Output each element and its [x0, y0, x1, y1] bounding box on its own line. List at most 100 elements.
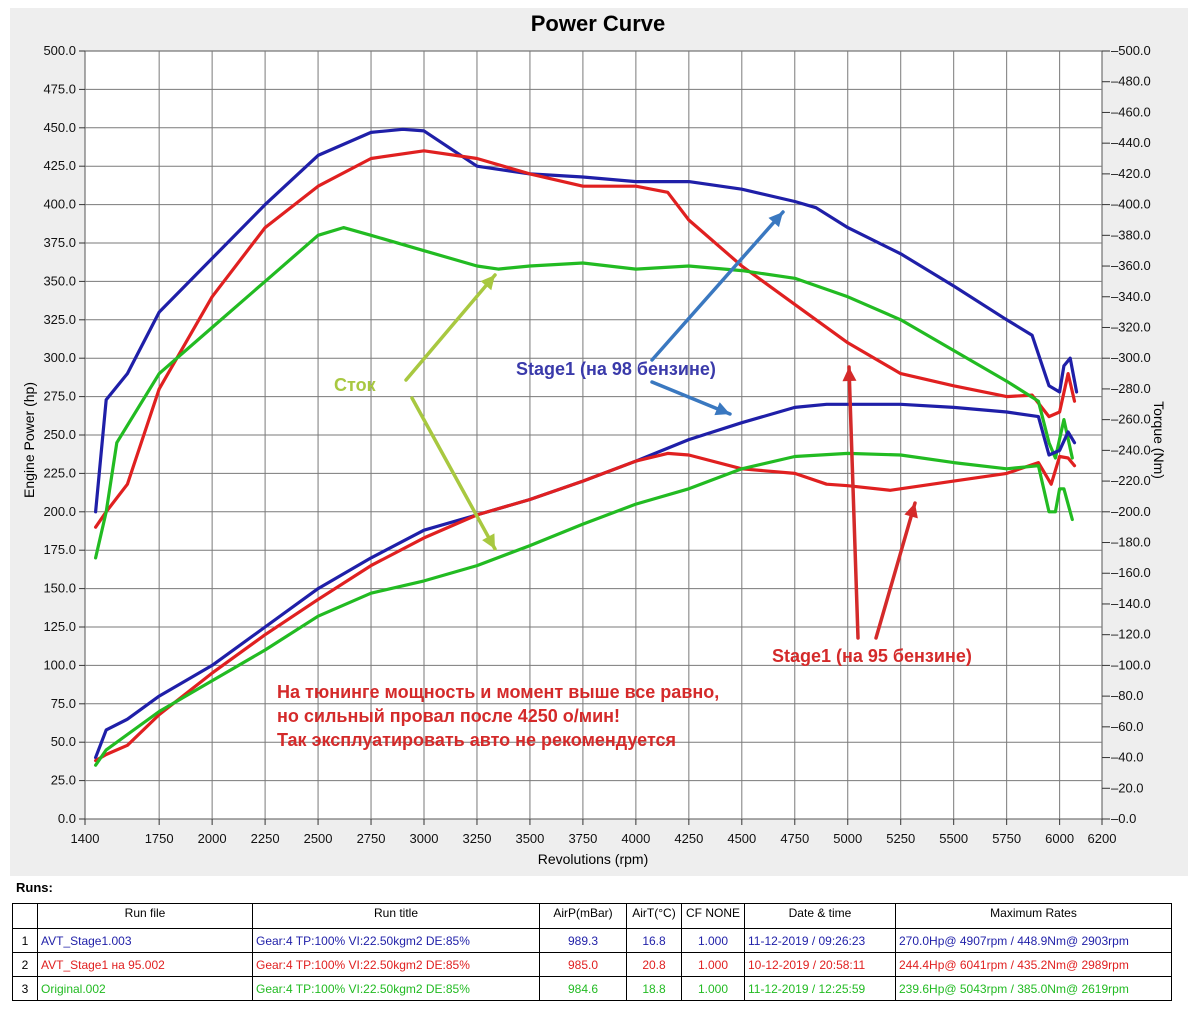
- cf-cell: 1.000: [681, 952, 745, 977]
- stock-arrow-down-shaft: [410, 396, 497, 551]
- stock-arrow-down-head: [482, 533, 495, 549]
- y-axis-label-left: Engine Power (hp): [21, 382, 37, 498]
- header-max-rates: Maximum Rates: [895, 903, 1172, 929]
- y-right-tick-label: –340.0: [1111, 289, 1151, 304]
- y-right-tick-label: –240.0: [1111, 442, 1151, 457]
- airt-cell: 16.8: [626, 928, 682, 953]
- y-right-tick-label: –140.0: [1111, 596, 1151, 611]
- y-left-tick-label: 500.0: [43, 43, 76, 58]
- y-right-tick-label: –300.0: [1111, 350, 1151, 365]
- run-title-cell: Gear:4 TP:100% VI:22.50kgm2 DE:85%: [252, 976, 540, 1001]
- x-axis-label: Revolutions (rpm): [538, 851, 648, 867]
- y-left-tick-label: 350.0: [43, 273, 76, 288]
- header-airt: AirT(°C): [626, 903, 682, 929]
- y-right-tick-label: –160.0: [1111, 565, 1151, 580]
- stage95-arrow-right-shaft: [874, 501, 917, 640]
- chart-title: Power Curve: [531, 11, 666, 36]
- y-right-tick-label: –460.0: [1111, 104, 1151, 119]
- x-tick-label: 2250: [251, 831, 280, 846]
- axis-ticks: 1400 1750 2000 2250 2500 2750 3000 3250 3500 3750…: [43, 43, 1150, 846]
- annotation-note-line1: На тюнинге мощность и момент выше все ра…: [277, 682, 719, 702]
- x-tick-label: 3500: [515, 831, 544, 846]
- annotation-note-line3: Так эксплуатировать авто не рекомендуетс…: [277, 730, 676, 750]
- x-tick-label: 4000: [621, 831, 650, 846]
- y-left-tick-label: 200.0: [43, 504, 76, 519]
- y-right-tick-label: –200.0: [1111, 504, 1151, 519]
- airt-cell: 20.8: [626, 952, 682, 977]
- cf-cell: 1.000: [681, 928, 745, 953]
- airp-cell: 984.6: [539, 976, 627, 1001]
- y-right-tick-label: –380.0: [1111, 227, 1151, 242]
- y-right-tick-label: –440.0: [1111, 135, 1151, 150]
- date-cell: 11-12-2019 / 12:25:59: [744, 976, 896, 1001]
- series-line-6: [94, 451, 1074, 767]
- runs-heading: Runs:: [16, 880, 53, 895]
- y-right-tick-label: –420.0: [1111, 166, 1151, 181]
- x-tick-label: 3250: [463, 831, 492, 846]
- y-right-tick-label: –280.0: [1111, 381, 1151, 396]
- series-line-1: [94, 127, 1079, 514]
- x-tick-label: 1400: [71, 831, 100, 846]
- max-rates-cell: 239.6Hp@ 5043rpm / 385.0Nm@ 2619rpm: [895, 976, 1172, 1001]
- date-cell: 11-12-2019 / 09:26:23: [744, 928, 896, 953]
- y-right-tick-label: –260.0: [1111, 412, 1151, 427]
- max-rates-cell: 270.0Hp@ 4907rpm / 448.9Nm@ 2903rpm: [895, 928, 1172, 953]
- y-left-tick-label: 100.0: [43, 657, 76, 672]
- x-tick-label: 4500: [727, 831, 756, 846]
- y-right-tick-label: –320.0: [1111, 319, 1151, 334]
- y-left-tick-label: 25.0: [51, 773, 76, 788]
- y-left-tick-label: 175.0: [43, 542, 76, 557]
- x-tick-label: 2750: [357, 831, 386, 846]
- series-line-4: [94, 402, 1077, 760]
- row-index: 1: [12, 928, 38, 953]
- stage98-arrow-down-head: [714, 402, 730, 416]
- airp-cell: 985.0: [539, 952, 627, 977]
- power-curve-chart: 1400 1750 2000 2250 2500 2750 3000 3250 3500 3750…: [21, 11, 1167, 867]
- header-date: Date & time: [744, 903, 896, 929]
- x-tick-label: 5750: [992, 831, 1021, 846]
- y-right-tick-label: –360.0: [1111, 258, 1151, 273]
- grid: [85, 51, 1102, 819]
- y-right-tick-label: –20.0: [1111, 780, 1144, 795]
- stage95-arrow-right-head: [904, 503, 918, 519]
- stage95-arrow-up-head: [842, 367, 857, 382]
- stock-arrow-up-shaft: [404, 273, 497, 382]
- max-rates-cell: 244.4Hp@ 6041rpm / 435.2Nm@ 2989rpm: [895, 952, 1172, 977]
- runs-table: Run file Run title AirP(mBar) AirT(°C) C…: [12, 903, 1172, 1001]
- y-left-tick-label: 450.0: [43, 120, 76, 135]
- annotation-stage1-98: Stage1 (на 98 бензине): [516, 359, 716, 379]
- y-right-tick-label: –480.0: [1111, 74, 1151, 89]
- header-run-file: Run file: [37, 903, 253, 929]
- y-left-tick-label: 275.0: [43, 389, 76, 404]
- x-tick-label: 4250: [674, 831, 703, 846]
- annotation-stock: Сток: [334, 375, 377, 395]
- header-airp: AirP(mBar): [539, 903, 627, 929]
- y-left-tick-label: 375.0: [43, 235, 76, 250]
- y-left-tick-label: 300.0: [43, 350, 76, 365]
- y-left-tick-label: 75.0: [51, 696, 76, 711]
- x-tick-label: 2000: [198, 831, 227, 846]
- y-right-tick-label: –500.0: [1111, 43, 1151, 58]
- x-tick-label: 5250: [886, 831, 915, 846]
- y-left-tick-label: 475.0: [43, 81, 76, 96]
- stage98-arrow-up-shaft: [650, 210, 785, 362]
- stage98-arrow-down-shaft: [650, 380, 732, 416]
- airt-cell: 18.8: [626, 976, 682, 1001]
- table-row[interactable]: 1 AVT_Stage1.003 Gear:4 TP:100% VI:22.50…: [12, 928, 1172, 953]
- y-axis-label-right: Torque (Nm): [1151, 401, 1167, 479]
- date-cell: 10-12-2019 / 20:58:11: [744, 952, 896, 977]
- table-row[interactable]: 3 Original.002 Gear:4 TP:100% VI:22.50kg…: [12, 976, 1172, 1001]
- cf-cell: 1.000: [681, 976, 745, 1001]
- y-left-tick-label: 0.0: [58, 811, 76, 826]
- table-row[interactable]: 2 AVT_Stage1 на 95.002 Gear:4 TP:100% VI…: [12, 952, 1172, 977]
- x-tick-label: 5000: [833, 831, 862, 846]
- header-run-title: Run title: [252, 903, 540, 929]
- y-right-tick-label: –60.0: [1111, 719, 1144, 734]
- y-left-tick-label: 150.0: [43, 581, 76, 596]
- y-right-tick-label: –220.0: [1111, 473, 1151, 488]
- y-right-tick-label: –0.0: [1111, 811, 1136, 826]
- y-right-tick-label: –180.0: [1111, 535, 1151, 550]
- x-tick-label: 3000: [410, 831, 439, 846]
- stock-arrow-up-head: [480, 275, 495, 291]
- y-left-tick-label: 425.0: [43, 158, 76, 173]
